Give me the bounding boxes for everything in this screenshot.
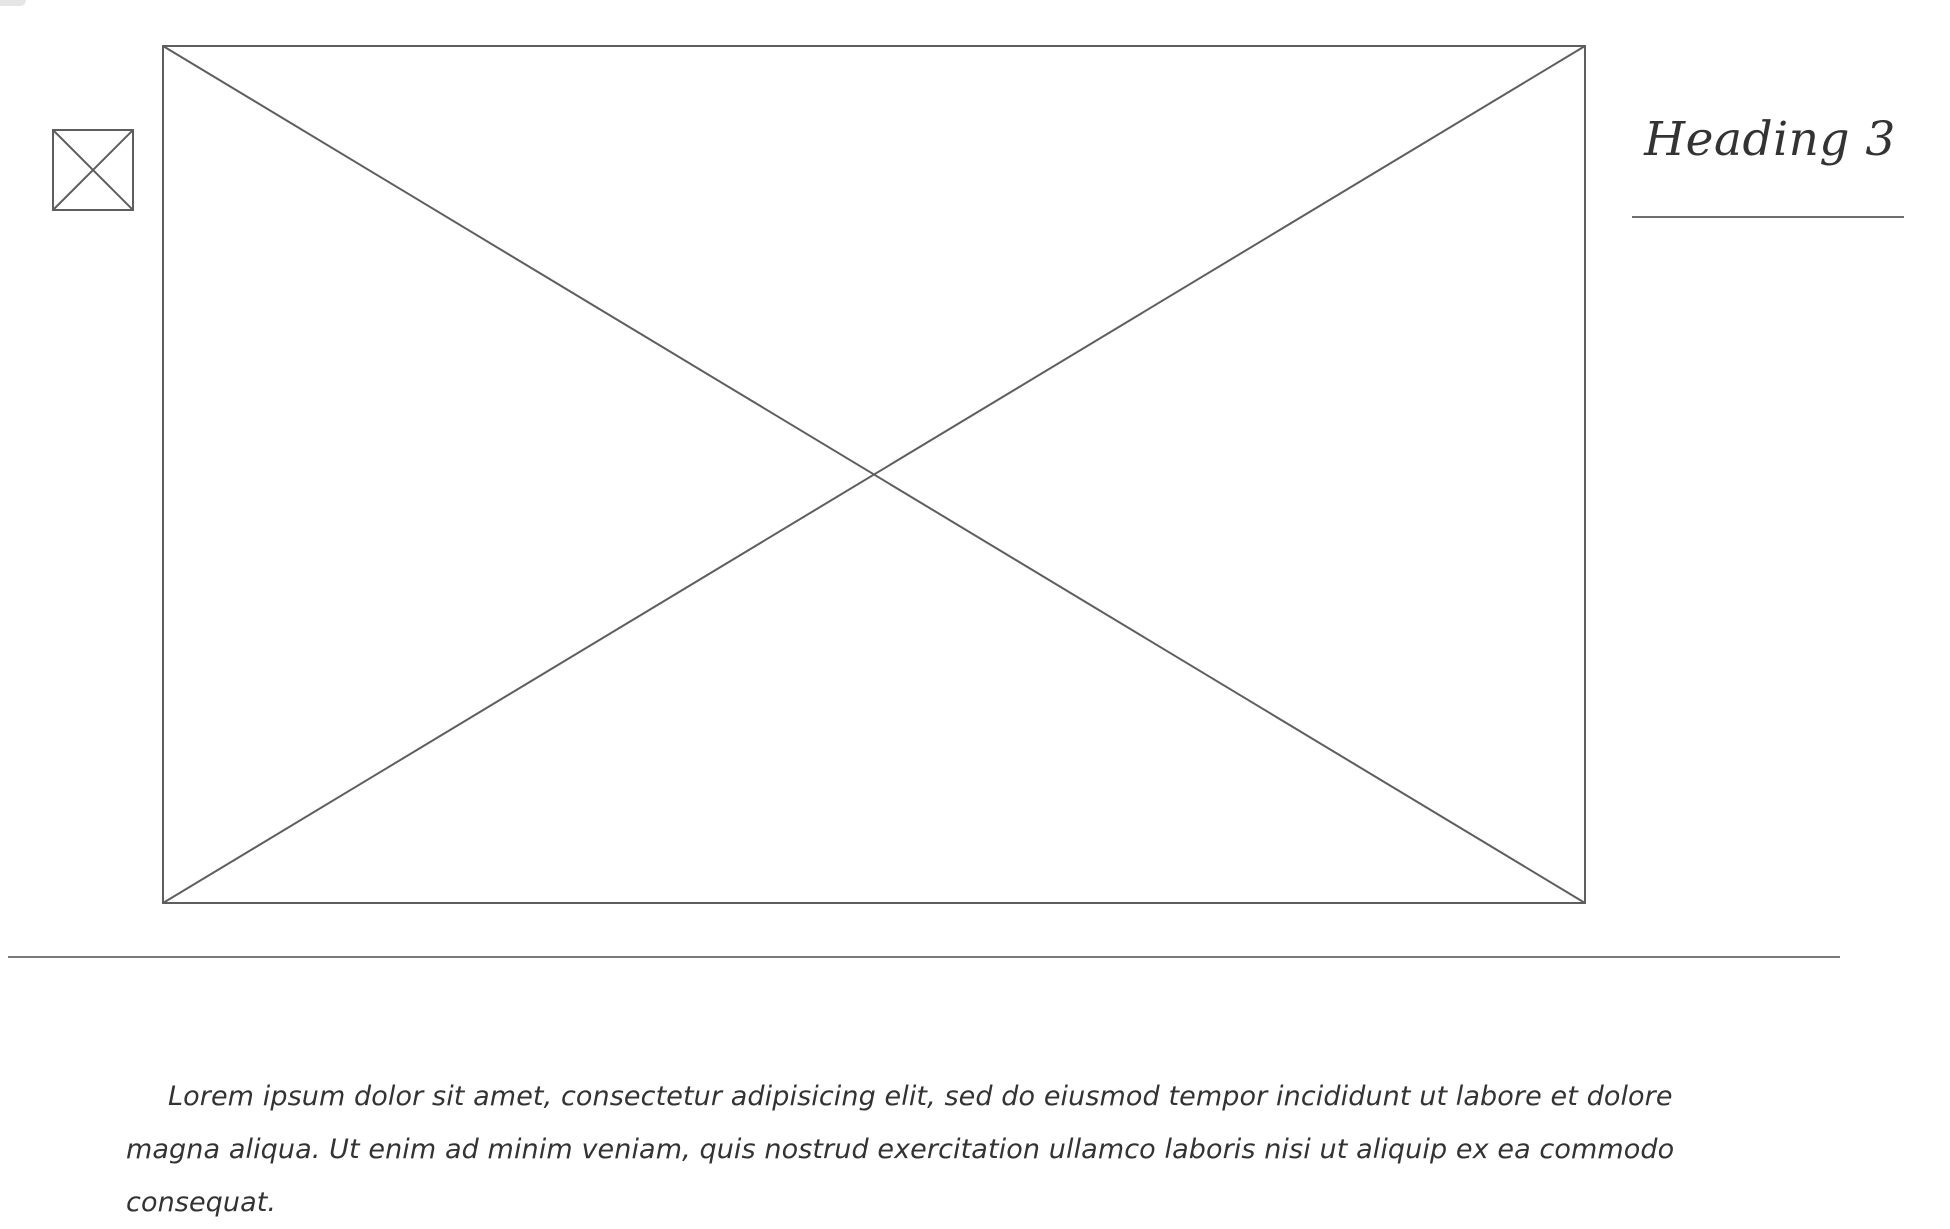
- horizontal-separator: [8, 956, 1840, 958]
- heading-underline: [1632, 216, 1904, 218]
- corner-tab: [0, 0, 26, 6]
- body-paragraph: Lorem ipsum dolor sit amet, consectetur …: [126, 1081, 1675, 1218]
- main-image-diagonal-b: [162, 45, 1586, 904]
- main-image-placeholder: [162, 45, 1586, 904]
- image-placeholder-icon: [52, 129, 134, 211]
- thumbnail-frame: [52, 129, 134, 211]
- thumbnail-image-placeholder: [52, 129, 134, 211]
- main-image-frame: [162, 45, 1586, 904]
- thumbnail-diagonal-b: [52, 129, 134, 211]
- heading-3: Heading 3: [1644, 112, 1896, 167]
- image-placeholder-icon: [162, 45, 1586, 904]
